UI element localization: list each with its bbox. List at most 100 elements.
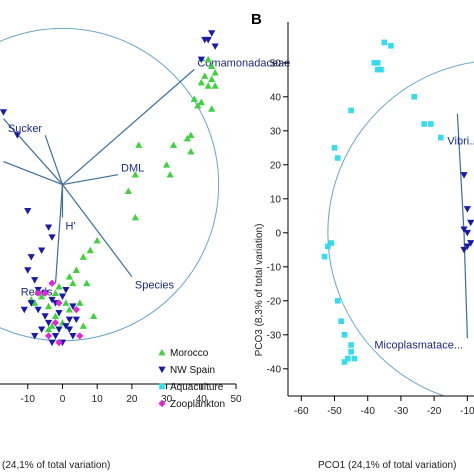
b-point-aquaculture-3 [371, 60, 378, 66]
a-point-nw-spain-13 [31, 277, 39, 284]
b-vector-label-0: Vibri... [447, 135, 474, 147]
a-point-morocco-6 [204, 82, 212, 89]
b-x-tick-label-0: -60 [294, 406, 309, 417]
a-vector-line-1 [3, 118, 63, 185]
a-point-morocco-0 [204, 55, 212, 63]
a-point-zooplankton-5 [51, 319, 60, 327]
b-point-aquaculture-15 [321, 253, 328, 260]
a-point-nw-spain-20 [69, 303, 77, 310]
a-point-morocco-4 [197, 78, 205, 86]
a-point-nw-spain-33 [31, 333, 39, 340]
a-point-nw-spain-1 [208, 30, 216, 37]
b-point-aquaculture-2 [374, 60, 381, 66]
a-point-morocco-5 [201, 72, 209, 79]
a-point-nw-spain-34 [65, 326, 74, 333]
a-point-morocco-15 [162, 161, 171, 168]
b-point-aquaculture-8 [428, 121, 434, 127]
b-point-aquaculture-18 [341, 332, 348, 338]
a-point-morocco-19 [124, 187, 133, 195]
b-points [321, 39, 474, 365]
a-point-morocco-3 [208, 75, 216, 83]
a-point-morocco-43 [79, 322, 87, 329]
b-x-tick-label-2: -40 [360, 406, 375, 417]
a-point-nw-spain-35 [48, 339, 56, 347]
a-point-nw-spain-8 [44, 224, 53, 231]
a-vectors: Comamonadaceae...monadaceae...aceaeSucke… [0, 57, 290, 298]
b-point-nw-spain-2 [467, 219, 474, 227]
b-y-tick-label-8: 40 [270, 92, 282, 103]
legend-marker-morocco [158, 348, 166, 356]
b-point-aquaculture-19 [348, 342, 354, 348]
b-point-aquaculture-13 [328, 240, 334, 246]
a-point-morocco-39 [65, 273, 74, 280]
a-point-nw-spain-12 [24, 267, 32, 274]
legend-label-zooplankton: Zooplankton [170, 399, 225, 410]
b-vectors: Vibri... Micoplasmatace... [374, 113, 474, 351]
a-x-tick-label-1: 0 [60, 394, 66, 405]
b-x-ticks: -60 -50 -40 -30 -20 -10 [294, 396, 474, 417]
a-point-nw-spain-24 [34, 306, 42, 314]
a-vector-line-0 [62, 68, 195, 185]
b-x-tick-label-4: -20 [427, 406, 442, 417]
b-panel-label: B [251, 11, 262, 28]
a-point-nw-spain-28 [44, 319, 53, 327]
b-point-aquaculture-9 [437, 134, 444, 141]
b-point-aquaculture-16 [335, 298, 341, 304]
b-y-ticks: -40 -30 -20 -10 0 10 20 30 40 50 [267, 58, 288, 375]
b-y-tick-label-4: 0 [275, 228, 281, 239]
a-x-axis-label: (24,1% of total variation) [2, 460, 110, 471]
b-point-aquaculture-24 [341, 359, 348, 365]
b-point-aquaculture-11 [331, 145, 338, 151]
a-vector-label-6: Species [135, 280, 175, 292]
a-x-tick-label-3: 20 [126, 394, 138, 405]
a-point-morocco-17 [169, 141, 178, 148]
a-point-morocco-9 [194, 101, 202, 109]
b-y-tick-label-6: 20 [270, 160, 282, 171]
a-point-nw-spain-18 [58, 293, 67, 301]
b-x-tick-label-3: -30 [394, 406, 409, 417]
a-x-ticks: -10 0 10 20 30 40 50 [21, 384, 242, 405]
b-y-tick-label-3: -10 [267, 262, 282, 273]
a-point-morocco-8 [190, 95, 198, 102]
a-point-morocco-44 [44, 325, 53, 333]
a-point-zooplankton-1 [41, 289, 49, 297]
a-point-nw-spain-3 [204, 36, 212, 44]
a-point-morocco-7 [211, 82, 219, 89]
a-vector-line-4 [62, 174, 119, 186]
a-x-tick-label-4: 30 [161, 394, 173, 405]
legend-label-morocco: Morocco [170, 348, 209, 359]
a-point-nw-spain-16 [48, 296, 56, 304]
legend-marker-nw-spain [158, 366, 166, 374]
a-x-tick-label-2: 10 [92, 394, 104, 405]
a-point-morocco-27 [55, 282, 63, 290]
a-point-morocco-38 [83, 279, 91, 287]
b-x-tick-label-5: -10 [460, 406, 474, 417]
a-point-nw-spain-22 [65, 316, 74, 324]
a-point-morocco-21 [131, 171, 139, 178]
b-point-aquaculture-4 [378, 66, 384, 73]
a-point-zooplankton-7 [44, 332, 53, 340]
a-vector-label-3: Sucker [8, 123, 43, 135]
a-point-morocco-33 [90, 312, 98, 320]
b-point-nw-spain-7 [460, 246, 468, 254]
a-point-morocco-42 [31, 299, 39, 306]
legend-label-nw-spain: NW Spain [170, 365, 215, 376]
a-point-nw-spain-37 [72, 316, 80, 324]
legend-label-aquaculture: Aquaculture [170, 382, 224, 393]
b-point-aquaculture-23 [344, 355, 351, 362]
a-point-zooplankton-4 [34, 289, 42, 297]
a-point-morocco-20 [131, 213, 139, 221]
a-vector-line-2 [3, 160, 63, 186]
a-point-nw-spain-9 [48, 234, 56, 241]
a-point-morocco-13 [187, 131, 195, 139]
b-point-aquaculture-6 [411, 94, 418, 100]
b-point-nw-spain-4 [463, 229, 471, 237]
a-point-nw-spain-6 [13, 132, 21, 139]
b-vector-line-0 [456, 113, 465, 233]
a-point-morocco-1 [208, 62, 216, 69]
b-x-tick-label-1: -50 [327, 406, 342, 417]
b-point-aquaculture-7 [421, 121, 427, 127]
a-x-tick-label-6: 50 [230, 394, 242, 405]
a-point-nw-spain-25 [27, 300, 35, 307]
